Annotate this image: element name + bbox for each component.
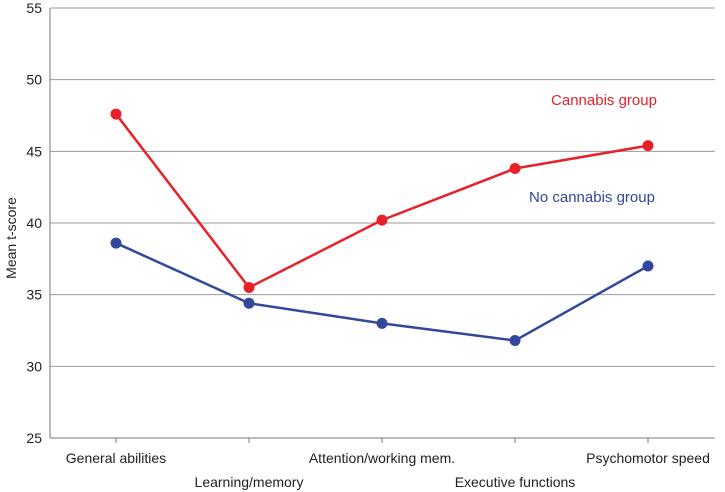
data-point: [243, 297, 255, 309]
data-point: [243, 282, 255, 293]
x-tick-label: Executive functions: [455, 474, 576, 490]
grid-layer: [50, 7, 715, 439]
data-point: [110, 237, 122, 249]
y-tick-label: 45: [26, 143, 42, 159]
data-point: [642, 140, 654, 152]
x-tick-label: Attention/working mem.: [309, 450, 455, 466]
x-tick-label: General abilities: [66, 450, 166, 466]
series-label: Cannabis group: [551, 92, 657, 109]
series-layer: Cannabis group No cannabis group: [110, 92, 657, 347]
y-tick-label: 25: [26, 430, 42, 446]
x-tick-label: Psychomotor speed: [586, 450, 710, 466]
y-tick-label: 30: [26, 358, 42, 374]
data-point: [376, 214, 388, 226]
series-cannabis-group: Cannabis group: [110, 92, 657, 293]
data-point: [376, 317, 388, 329]
data-point: [509, 163, 521, 175]
series-label: No cannabis group: [529, 189, 655, 206]
axis-layer: 25 30 35 40 45 50 55 General abilities Learning/…: [26, 0, 715, 490]
y-tick-label: 55: [26, 0, 42, 16]
x-tick-label: Learning/memory: [195, 474, 304, 490]
data-point: [110, 108, 122, 120]
y-axis-title: Mean t-score: [3, 197, 19, 279]
y-tick-label: 35: [26, 287, 42, 303]
data-point: [509, 335, 521, 347]
series-no-cannabis-group: No cannabis group: [110, 189, 655, 347]
y-tick-label: 40: [26, 215, 42, 231]
data-point: [642, 260, 654, 272]
y-tick-label: 50: [26, 72, 42, 88]
